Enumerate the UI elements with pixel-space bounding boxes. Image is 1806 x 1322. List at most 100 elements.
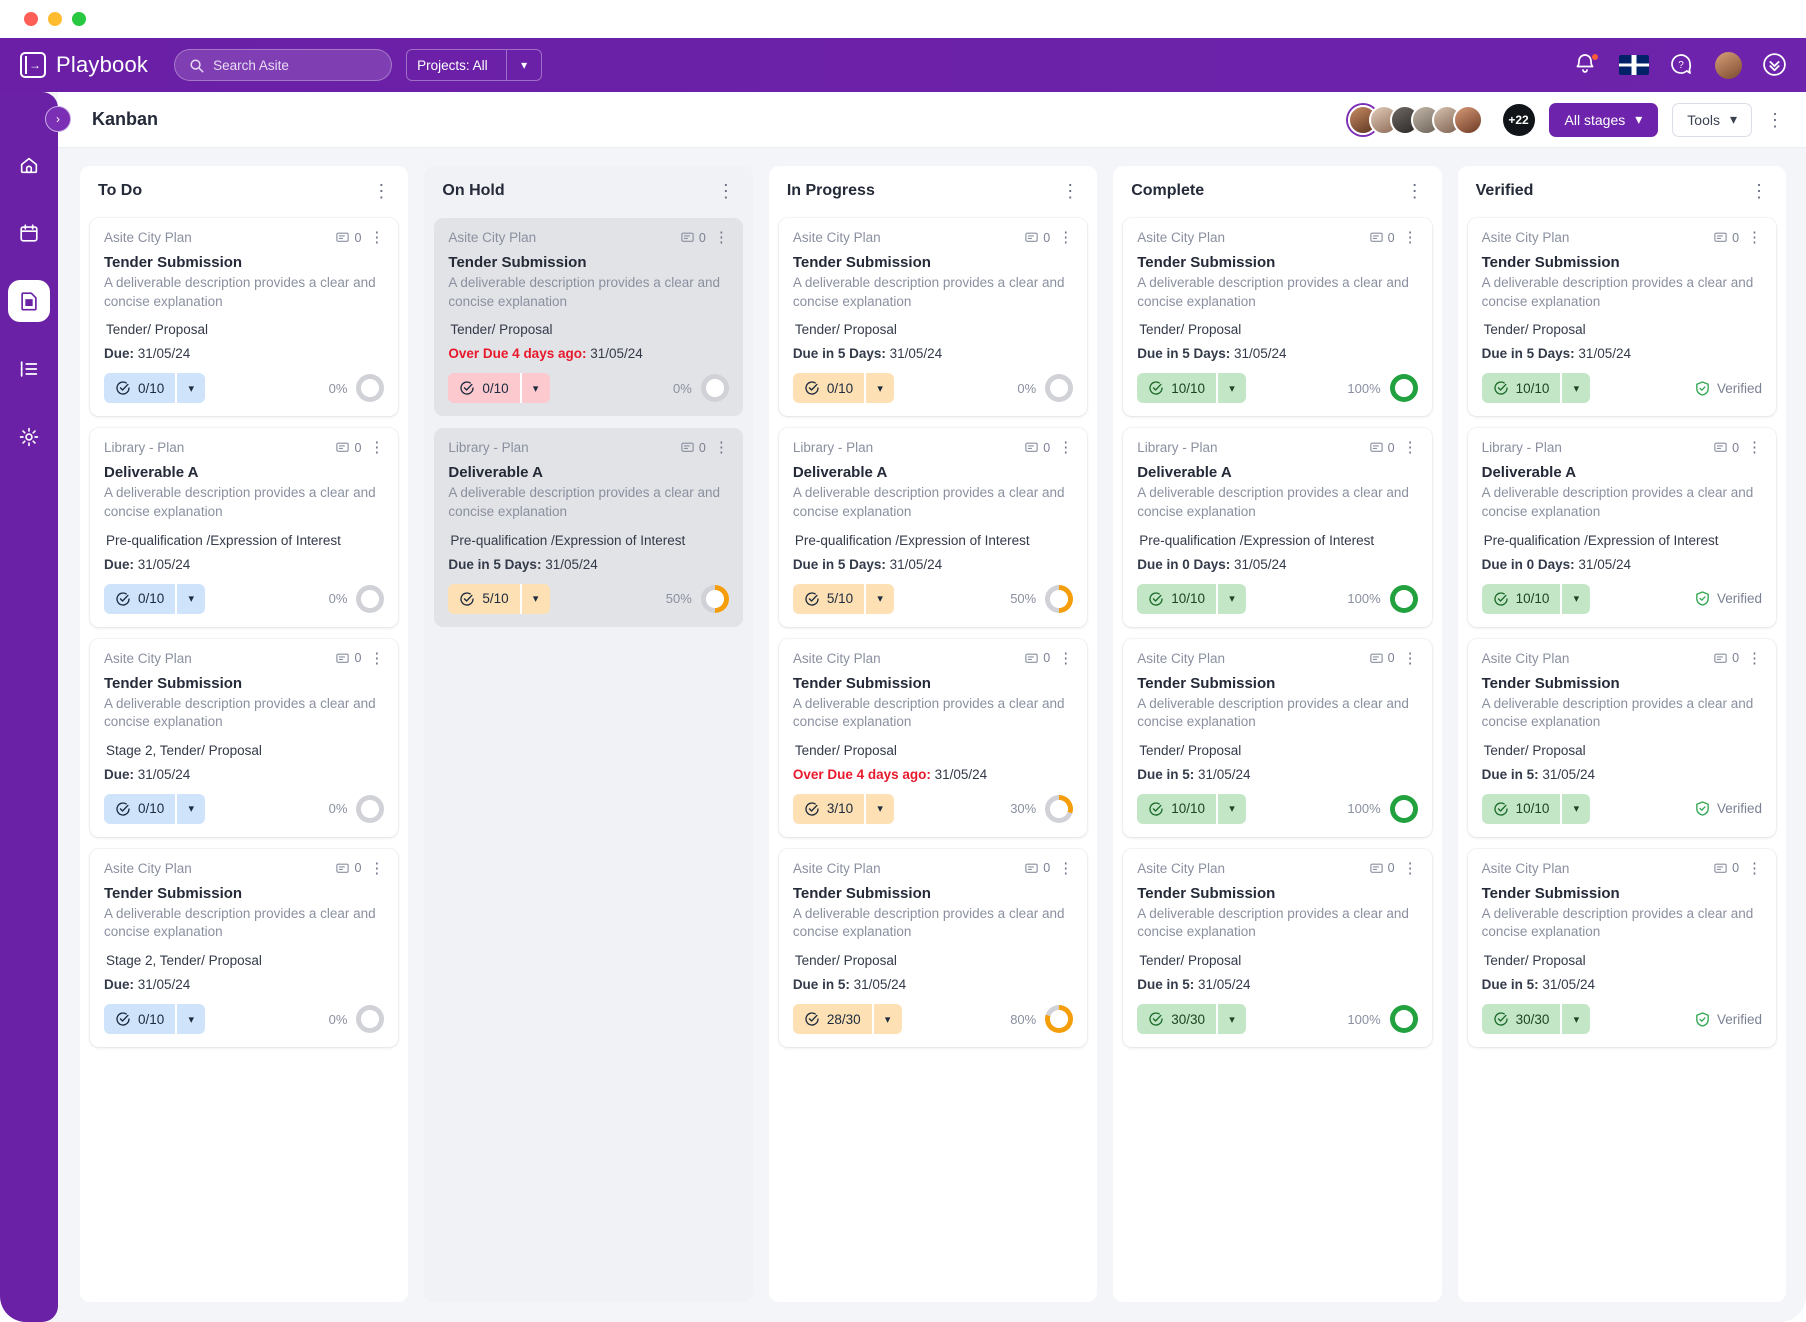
- checklist-chip-main[interactable]: 5/10: [448, 583, 520, 614]
- checklist-chip[interactable]: 10/10 ▾: [1481, 583, 1591, 614]
- checklist-chip[interactable]: 5/10 ▾: [792, 583, 895, 614]
- checklist-chip[interactable]: 10/10 ▾: [1481, 373, 1591, 404]
- minimize-window-button[interactable]: [48, 12, 62, 26]
- chevron-down-icon[interactable]: ▾: [1216, 373, 1247, 404]
- checklist-chip-main[interactable]: 0/10: [104, 583, 176, 614]
- chevron-down-icon[interactable]: ▾: [1560, 793, 1591, 824]
- comment-count[interactable]: 0: [335, 440, 361, 455]
- checklist-chip[interactable]: 28/30 ▾: [792, 1004, 902, 1034]
- card-menu-button[interactable]: ⋮: [369, 229, 385, 246]
- help-button[interactable]: ?: [1669, 52, 1695, 78]
- checklist-chip-main[interactable]: 10/10: [1137, 793, 1217, 824]
- sidebar-expand-button[interactable]: ›: [45, 106, 71, 132]
- column-menu-button[interactable]: ⋮: [372, 181, 391, 201]
- comment-count[interactable]: 0: [680, 440, 706, 455]
- board-overflow-menu-button[interactable]: ⋮: [1766, 109, 1784, 130]
- card-menu-button[interactable]: ⋮: [1058, 649, 1074, 667]
- comment-count[interactable]: 0: [335, 230, 361, 245]
- chevron-down-icon[interactable]: ▾: [1560, 583, 1591, 614]
- kanban-card[interactable]: Asite City Plan 0 ⋮ Tender Submission A deli…: [434, 218, 743, 417]
- kanban-card[interactable]: Asite City Plan 0 ⋮ Tender Submission A deli…: [1123, 848, 1432, 1047]
- comment-count[interactable]: 0: [1024, 861, 1050, 876]
- checklist-chip-main[interactable]: 10/10: [1137, 583, 1217, 614]
- checklist-chip[interactable]: 0/10 ▾: [104, 793, 206, 824]
- checklist-chip-main[interactable]: 0/10: [104, 793, 176, 824]
- sidebar-item-settings[interactable]: [8, 416, 50, 458]
- checklist-chip[interactable]: 0/10 ▾: [104, 583, 206, 614]
- checklist-chip[interactable]: 10/10 ▾: [1137, 373, 1247, 404]
- checklist-chip[interactable]: 30/30 ▾: [1137, 1004, 1247, 1034]
- checklist-chip-main[interactable]: 30/30: [1481, 1004, 1561, 1034]
- comment-count[interactable]: 0: [1713, 440, 1739, 455]
- checklist-chip[interactable]: 0/10 ▾: [104, 373, 206, 404]
- chevron-down-icon[interactable]: ▾: [1216, 583, 1247, 614]
- card-menu-button[interactable]: ⋮: [1747, 229, 1763, 246]
- chevron-down-icon[interactable]: ▾: [864, 373, 895, 404]
- checklist-chip-main[interactable]: 3/10: [792, 793, 865, 824]
- comment-count[interactable]: 0: [1369, 440, 1395, 455]
- chevron-down-icon[interactable]: ▾: [175, 373, 206, 404]
- maximize-window-button[interactable]: [72, 12, 86, 26]
- user-avatar[interactable]: [1715, 51, 1742, 79]
- checklist-chip-main[interactable]: 10/10: [1481, 793, 1561, 824]
- kanban-card[interactable]: Asite City Plan 0 ⋮ Tender Submission A deli…: [90, 218, 399, 417]
- sidebar-item-home[interactable]: [8, 144, 50, 186]
- card-menu-button[interactable]: ⋮: [369, 439, 385, 457]
- card-menu-button[interactable]: ⋮: [1402, 649, 1418, 667]
- column-menu-button[interactable]: ⋮: [1061, 181, 1080, 201]
- card-menu-button[interactable]: ⋮: [1402, 859, 1418, 877]
- checklist-chip-main[interactable]: 0/10: [448, 373, 520, 404]
- chevron-down-icon[interactable]: ▾: [519, 583, 550, 614]
- chevron-down-icon[interactable]: ▾: [1560, 1004, 1591, 1034]
- checklist-chip[interactable]: 10/10 ▾: [1481, 793, 1591, 824]
- checklist-chip[interactable]: 10/10 ▾: [1137, 793, 1247, 824]
- kanban-card[interactable]: Asite City Plan 0 ⋮ Tender Submission A deli…: [1467, 848, 1777, 1047]
- card-menu-button[interactable]: ⋮: [1747, 649, 1763, 667]
- chevron-down-icon[interactable]: ▾: [175, 793, 206, 824]
- card-menu-button[interactable]: ⋮: [1058, 859, 1074, 877]
- brand[interactable]: Playbook: [20, 52, 148, 78]
- kanban-card[interactable]: Asite City Plan 0 ⋮ Tender Submission A deli…: [1467, 638, 1777, 837]
- column-menu-button[interactable]: ⋮: [1750, 181, 1769, 201]
- comment-count[interactable]: 0: [1024, 230, 1050, 245]
- chevron-down-icon[interactable]: ▾: [175, 1004, 206, 1034]
- card-menu-button[interactable]: ⋮: [369, 859, 385, 877]
- comment-count[interactable]: 0: [680, 230, 706, 245]
- kanban-card[interactable]: Asite City Plan 0 ⋮ Tender Submission A deli…: [778, 848, 1088, 1047]
- chevron-down-icon[interactable]: ▾: [175, 583, 206, 614]
- comment-count[interactable]: 0: [1024, 440, 1050, 455]
- close-window-button[interactable]: [24, 12, 38, 26]
- comment-count[interactable]: 0: [1369, 230, 1395, 245]
- checklist-chip[interactable]: 0/10 ▾: [104, 1004, 206, 1034]
- card-menu-button[interactable]: ⋮: [1747, 439, 1763, 457]
- kanban-card[interactable]: Asite City Plan 0 ⋮ Tender Submission A deli…: [778, 218, 1088, 417]
- comment-count[interactable]: 0: [1713, 651, 1739, 666]
- card-menu-button[interactable]: ⋮: [1058, 229, 1074, 246]
- card-menu-button[interactable]: ⋮: [1058, 439, 1074, 457]
- kanban-card[interactable]: Asite City Plan 0 ⋮ Tender Submission A deli…: [1123, 218, 1432, 417]
- chevron-down-icon[interactable]: ▾: [1216, 1004, 1247, 1034]
- kanban-card[interactable]: Asite City Plan 0 ⋮ Tender Submission A deli…: [778, 638, 1088, 837]
- checklist-chip-main[interactable]: 30/30: [1137, 1004, 1217, 1034]
- comment-count[interactable]: 0: [1713, 861, 1739, 876]
- checklist-chip-main[interactable]: 0/10: [792, 373, 865, 404]
- notifications-button[interactable]: [1573, 52, 1599, 78]
- projects-filter-select[interactable]: Projects: All ▾: [406, 49, 543, 81]
- kanban-card[interactable]: Asite City Plan 0 ⋮ Tender Submission A deli…: [1123, 638, 1432, 837]
- comment-count[interactable]: 0: [335, 651, 361, 666]
- checklist-chip-main[interactable]: 0/10: [104, 1004, 176, 1034]
- card-menu-button[interactable]: ⋮: [1747, 859, 1763, 877]
- card-menu-button[interactable]: ⋮: [369, 649, 385, 667]
- comment-count[interactable]: 0: [1713, 230, 1739, 245]
- chevron-down-icon[interactable]: ▾: [519, 373, 550, 404]
- checklist-chip[interactable]: 30/30 ▾: [1481, 1004, 1591, 1034]
- member-avatars[interactable]: [1347, 104, 1483, 135]
- checklist-chip[interactable]: 5/10 ▾: [448, 583, 550, 614]
- checklist-chip-main[interactable]: 10/10: [1481, 583, 1561, 614]
- card-menu-button[interactable]: ⋮: [1402, 439, 1418, 457]
- card-menu-button[interactable]: ⋮: [713, 439, 729, 457]
